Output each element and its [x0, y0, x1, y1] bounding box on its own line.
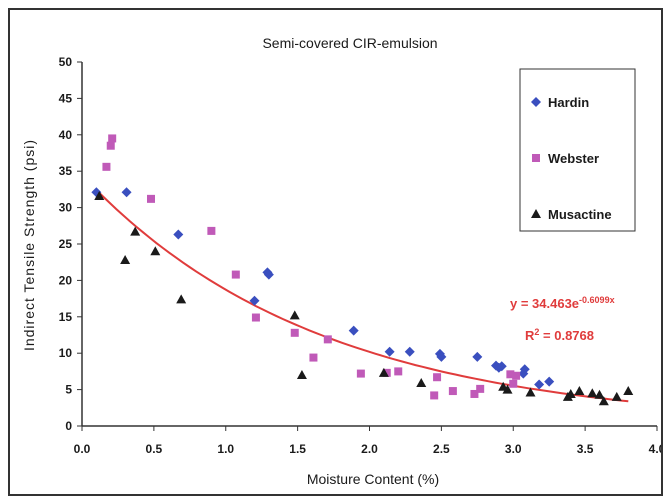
data-point-musactine — [94, 190, 105, 200]
data-point-musactine — [598, 396, 609, 406]
series-webster — [102, 134, 521, 400]
data-point-hardin — [404, 346, 415, 357]
chart-frame: Semi-covered CIR-emulsion 0 5 10 15 20 25 30 35… — [8, 8, 663, 496]
data-point-webster — [509, 379, 518, 388]
data-point-musactine — [416, 378, 427, 388]
legend: Hardin Webster Musactine — [531, 95, 612, 222]
data-point-musactine — [594, 389, 605, 399]
data-point-musactine — [130, 226, 141, 236]
trendline-equation-base: y = 34.463e — [510, 296, 579, 311]
data-point-musactine — [296, 370, 307, 380]
data-point-webster — [430, 391, 439, 400]
y-tick-label: 25 — [59, 237, 73, 251]
x-tick-label: 2.0 — [361, 442, 378, 456]
trendline-r2-prefix: R — [525, 328, 535, 343]
data-point-hardin — [263, 269, 274, 280]
data-point-hardin — [496, 361, 507, 372]
trendline-layer — [95, 189, 629, 403]
y-tick-label: 35 — [59, 164, 73, 178]
legend-box — [519, 68, 636, 232]
data-point-musactine — [611, 391, 622, 401]
data-point-webster — [231, 270, 240, 279]
x-tick-label: 0.5 — [146, 442, 163, 456]
plot-axes: 0 5 10 15 20 25 30 35 40 45 50 0.0 0.5 1.0 1.5 2.0 2.5 3.… — [59, 55, 661, 456]
trendline-equation: y = 34.463e-0.6099x — [510, 295, 615, 311]
y-tick-label: 20 — [59, 273, 73, 287]
data-point-musactine — [176, 294, 187, 304]
y-tick-label: 40 — [59, 128, 73, 142]
y-tick-label: 30 — [59, 201, 73, 215]
trendline-r2-value: = 0.8768 — [539, 328, 594, 343]
x-tick-label: 4.0 — [649, 442, 661, 456]
chart-title: Semi-covered CIR-emulsion — [262, 35, 437, 51]
data-point-musactine — [150, 246, 161, 256]
x-tick-label: 3.0 — [505, 442, 522, 456]
trendline-r2-power: 2 — [534, 327, 539, 337]
data-point-webster — [147, 194, 155, 203]
data-point-musactine — [525, 387, 536, 397]
data-point-hardin — [173, 229, 184, 240]
y-tick-label: 5 — [65, 383, 72, 397]
data-point-musactine — [587, 388, 598, 398]
data-point-webster — [448, 387, 457, 396]
data-point-webster — [512, 371, 521, 380]
data-point-webster — [108, 134, 117, 143]
data-point-musactine — [378, 367, 389, 377]
data-point-musactine — [289, 310, 300, 320]
data-point-webster — [251, 313, 260, 322]
x-tick-label: 1.5 — [289, 442, 306, 456]
y-tick-label: 50 — [59, 55, 73, 69]
legend-marker-musactine — [531, 209, 541, 218]
data-point-hardin — [121, 187, 132, 198]
data-point-webster — [506, 370, 515, 379]
x-tick-label: 3.5 — [577, 442, 594, 456]
data-point-musactine — [574, 386, 585, 396]
data-points — [91, 134, 634, 406]
data-point-musactine — [565, 388, 576, 398]
data-point-webster — [476, 384, 485, 393]
legend-label-musactine: Musactine — [548, 207, 612, 222]
legend-marker-webster — [532, 154, 540, 162]
data-point-hardin — [436, 351, 447, 362]
data-point-musactine — [502, 384, 513, 394]
trendline-curve — [95, 189, 629, 403]
data-point-hardin — [534, 379, 545, 390]
series-hardin — [91, 187, 555, 390]
y-tick-label: 15 — [59, 310, 73, 324]
data-point-hardin — [249, 295, 260, 306]
data-point-webster — [433, 373, 442, 382]
y-tick-label: 10 — [59, 346, 73, 360]
data-point-hardin — [348, 325, 359, 336]
data-point-hardin — [384, 346, 395, 357]
data-point-webster — [470, 389, 479, 398]
y-tick-label: 45 — [59, 91, 73, 105]
data-point-musactine — [623, 386, 634, 396]
legend-label-hardin: Hardin — [548, 95, 589, 110]
y-tick-label: 0 — [65, 419, 72, 433]
legend-marker-hardin — [531, 97, 541, 107]
data-point-musactine — [120, 255, 131, 265]
series-musactine — [94, 190, 634, 406]
data-point-webster — [106, 141, 115, 150]
x-tick-label: 2.5 — [433, 442, 450, 456]
data-point-hardin — [544, 376, 555, 387]
legend-label-webster: Webster — [548, 151, 599, 166]
data-point-webster — [382, 368, 391, 377]
trendline-equation-exponent: -0.6099x — [579, 295, 615, 305]
data-point-webster — [394, 367, 403, 376]
data-point-webster — [102, 162, 111, 171]
chart-svg: Semi-covered CIR-emulsion 0 5 10 15 20 25 30 35… — [21, 35, 661, 487]
data-point-webster — [309, 353, 318, 362]
trendline-r2: R2 = 0.8768 — [525, 327, 594, 343]
data-point-webster — [290, 328, 299, 337]
data-point-webster — [207, 226, 216, 235]
x-tick-label: 1.0 — [217, 442, 234, 456]
x-axis-label: Moisture Content (%) — [307, 471, 439, 487]
data-point-hardin — [519, 364, 530, 375]
data-point-webster — [323, 335, 332, 344]
x-tick-label: 0.0 — [74, 442, 91, 456]
y-axis-label: Indirect Tensile Strength (psi) — [21, 139, 37, 351]
data-point-hardin — [472, 351, 483, 362]
data-point-webster — [356, 369, 365, 378]
